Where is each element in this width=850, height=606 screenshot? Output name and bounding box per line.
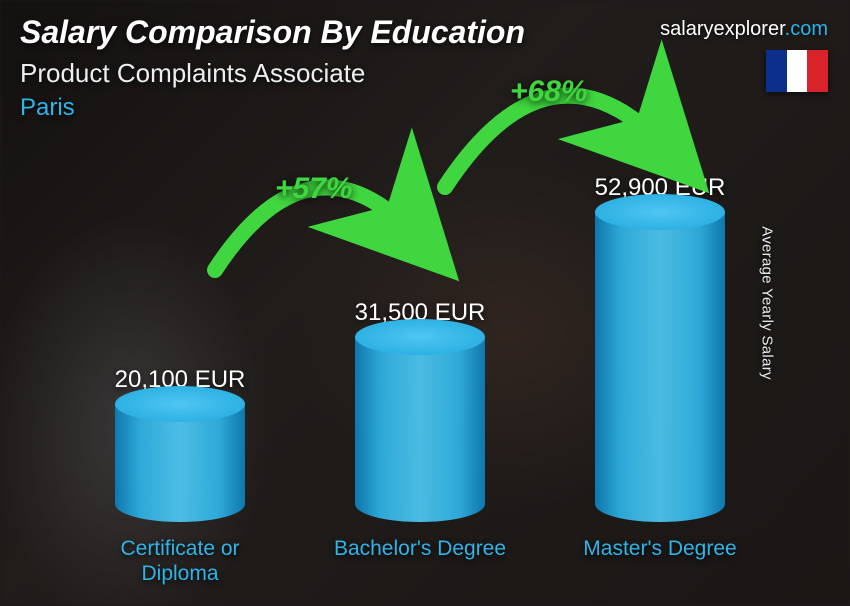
- brand-tld: .com: [785, 18, 828, 40]
- bar-chart: 20,100 EURCertificate or Diploma31,500 E…: [60, 140, 780, 588]
- bar-1: 31,500 EURBachelor's Degree: [320, 299, 520, 588]
- bar-2: 52,900 EURMaster's Degree: [560, 174, 760, 588]
- page-title: Salary Comparison By Education: [20, 14, 525, 51]
- bar-cylinder: [355, 337, 485, 522]
- bar-body: [595, 212, 725, 522]
- bar-cylinder: [595, 212, 725, 522]
- bar-category-label: Bachelor's Degree: [334, 536, 506, 588]
- bar-top-ellipse: [355, 319, 485, 355]
- increase-pct-2: +68%: [510, 75, 588, 109]
- bar-0: 20,100 EURCertificate or Diploma: [80, 366, 280, 588]
- bar-cylinder: [115, 404, 245, 522]
- bar-category-label: Master's Degree: [583, 536, 736, 588]
- chart-container: Salary Comparison By Education Product C…: [0, 0, 850, 606]
- france-flag-icon: [766, 50, 828, 92]
- increase-pct-1: +57%: [275, 172, 353, 206]
- flag-stripe-red: [807, 50, 828, 92]
- brand-name: salaryexplorer: [660, 18, 785, 40]
- bar-top-ellipse: [595, 194, 725, 230]
- bar-body: [355, 337, 485, 522]
- flag-stripe-blue: [766, 50, 787, 92]
- bar-top-ellipse: [115, 386, 245, 422]
- location-label: Paris: [20, 94, 75, 122]
- bar-category-label: Certificate or Diploma: [80, 536, 280, 588]
- flag-stripe-white: [787, 50, 808, 92]
- job-title: Product Complaints Associate: [20, 58, 365, 89]
- brand-logo: salaryexplorer.com: [660, 18, 828, 41]
